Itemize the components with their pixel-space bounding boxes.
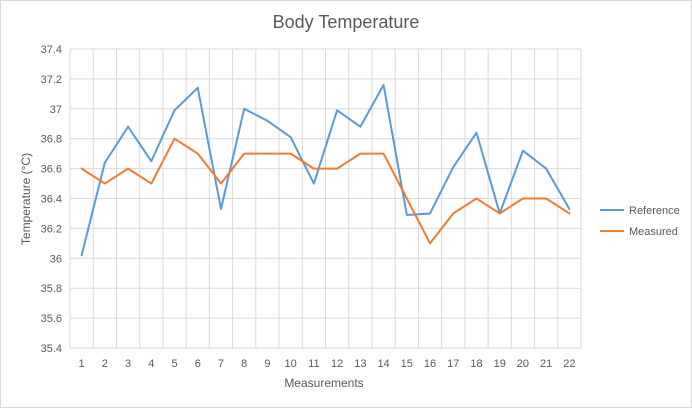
legend: Reference Measured: [600, 205, 680, 238]
x-axis-ticks: 1 2 3 4 5 6 7 8 9 10 11 12 13 14 15 16 17 18 19 20 21 22: [79, 358, 576, 370]
x-axis-label: Measurements: [284, 376, 363, 390]
x-tick-label: 18: [470, 358, 482, 370]
y-tick-label: 35.6: [41, 313, 62, 325]
data-point-measured: [499, 212, 501, 214]
y-axis-label: Temperature (°C): [19, 153, 33, 245]
data-point-measured: [429, 242, 431, 244]
data-point-measured: [359, 153, 361, 155]
data-point-reference: [406, 214, 408, 216]
x-tick-label: 22: [563, 358, 575, 370]
data-point-reference: [266, 120, 268, 122]
y-tick-label: 37.2: [41, 74, 62, 86]
x-tick-label: 19: [494, 358, 506, 370]
x-tick-label: 13: [354, 358, 366, 370]
data-point-measured: [220, 183, 222, 185]
data-point-measured: [174, 138, 176, 140]
x-tick-label: 8: [241, 358, 247, 370]
data-point-reference: [359, 126, 361, 128]
data-point-measured: [475, 198, 477, 199]
data-point-reference: [313, 183, 315, 185]
data-point-reference: [104, 162, 106, 164]
y-tick-label: 37.4: [41, 44, 62, 56]
data-point-measured: [266, 153, 268, 155]
data-point-measured: [150, 183, 152, 185]
y-tick-label: 37: [50, 104, 62, 116]
data-point-reference: [290, 136, 292, 138]
x-tick-label: 16: [424, 358, 436, 370]
data-point-measured: [81, 168, 83, 170]
legend-label-measured: Measured: [629, 226, 678, 238]
data-point-reference: [243, 108, 245, 110]
series-line-reference: [80, 83, 571, 257]
y-tick-label: 36.2: [41, 223, 62, 235]
data-point-reference: [81, 254, 83, 256]
data-point-reference: [429, 212, 431, 214]
x-tick-label: 12: [331, 358, 343, 370]
y-tick-label: 36: [50, 253, 62, 265]
data-point-measured: [243, 153, 245, 155]
data-point-reference: [475, 132, 477, 134]
x-tick-label: 7: [218, 358, 224, 370]
x-tick-label: 11: [308, 358, 319, 370]
data-point-measured: [406, 198, 408, 199]
data-point-measured: [290, 153, 292, 155]
x-tick-label: 10: [285, 358, 297, 370]
data-point-reference: [197, 87, 199, 89]
x-tick-label: 17: [447, 358, 459, 370]
data-point-reference: [127, 126, 129, 128]
x-tick-label: 2: [102, 358, 108, 370]
data-point-measured: [545, 198, 547, 199]
data-point-reference: [383, 84, 385, 86]
data-point-measured: [383, 153, 385, 155]
data-point-reference: [174, 109, 176, 111]
data-point-measured: [313, 168, 315, 170]
y-tick-label: 36.8: [41, 134, 62, 146]
x-tick-label: 4: [148, 358, 154, 370]
x-tick-label: 20: [517, 358, 529, 370]
y-tick-label: 35.4: [41, 343, 62, 355]
data-point-measured: [127, 168, 129, 170]
data-point-reference: [545, 168, 547, 170]
data-point-reference: [336, 109, 338, 111]
data-point-reference: [150, 160, 152, 162]
x-tick-label: 3: [125, 358, 131, 370]
y-tick-label: 35.8: [41, 283, 62, 295]
gridlines: [69, 48, 582, 349]
x-tick-label: 15: [401, 358, 413, 370]
data-point-reference: [568, 208, 570, 210]
data-point-measured: [522, 198, 524, 199]
data-point-reference: [522, 150, 524, 152]
chart-title: Body Temperature: [273, 12, 420, 32]
x-tick-label: 5: [171, 358, 177, 370]
data-point-measured: [452, 212, 454, 214]
data-point-measured: [104, 183, 106, 185]
data-point-measured: [336, 168, 338, 170]
data-point-reference: [220, 208, 222, 210]
x-tick-label: 21: [540, 358, 552, 370]
x-tick-label: 9: [264, 358, 270, 370]
x-tick-label: 14: [377, 358, 389, 370]
data-point-measured: [568, 212, 570, 214]
data-point-reference: [452, 166, 454, 168]
series-line-measured: [80, 137, 571, 245]
y-tick-label: 36.6: [41, 164, 62, 176]
legend-label-reference: Reference: [629, 205, 680, 217]
x-tick-label: 1: [79, 358, 85, 370]
x-tick-label: 6: [195, 358, 201, 370]
y-axis-ticks: 35.4 35.6 35.8 36 36.2 36.4 36.6 36.8 37 37.2 37.4: [41, 44, 62, 355]
y-tick-label: 36.4: [41, 194, 62, 206]
data-point-measured: [197, 153, 199, 155]
series-lines: [80, 83, 571, 257]
